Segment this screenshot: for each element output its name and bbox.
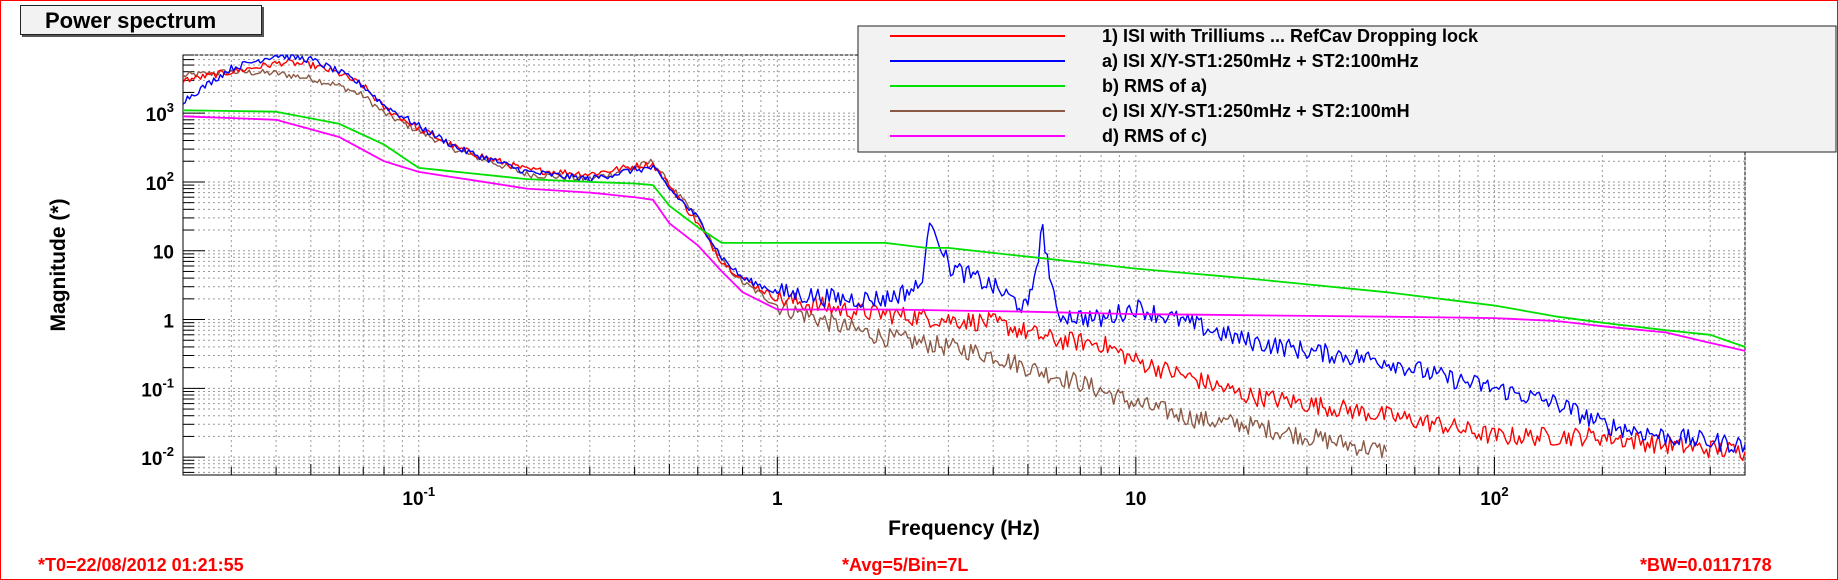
x-tick-label: 10	[1125, 489, 1146, 510]
x-axis-title: Frequency (Hz)	[888, 517, 1040, 540]
y-tick-label: 102	[146, 169, 174, 195]
legend-label: a) ISI X/Y-ST1:250mHz + ST2:100mHz	[1102, 51, 1419, 71]
legend-label: 1) ISI with Trilliums ... RefCav Droppin…	[1102, 26, 1479, 46]
t0-status: *T0=22/08/2012 01:21:55	[38, 555, 244, 575]
series-line	[182, 115, 1746, 352]
y-tick-label: 10	[153, 243, 174, 264]
x-tick-label: 102	[1480, 484, 1508, 510]
series-line	[182, 109, 1746, 348]
y-tick-label: 1	[163, 312, 174, 333]
legend-label: d) RMS of c)	[1102, 126, 1207, 146]
y-tick-exponent: -2	[162, 444, 174, 459]
y-axis-title: Magnitude (*)	[47, 199, 70, 332]
y-tick-label: 103	[146, 100, 174, 126]
y-tick-label: 10-1	[141, 375, 174, 401]
legend-label: b) RMS of a)	[1102, 76, 1207, 96]
chart-title: Power spectrum	[20, 5, 262, 35]
x-tick-exponent: -1	[424, 484, 436, 499]
x-tick-label: 10-1	[402, 484, 435, 510]
y-tick-label: 10-2	[141, 444, 174, 470]
y-tick-exponent: -1	[162, 375, 174, 390]
x-tick-label: 1	[772, 489, 783, 510]
avg-status: *Avg=5/Bin=7L	[842, 555, 969, 575]
y-tick-exponent: 2	[167, 169, 174, 184]
series-line	[182, 58, 1746, 461]
y-tick-exponent: 3	[167, 100, 174, 115]
legend: 1) ISI with Trilliums ... RefCav Droppin…	[857, 25, 1837, 153]
legend-label: c) ISI X/Y-ST1:250mHz + ST2:100mH	[1102, 101, 1410, 121]
x-tick-exponent: 2	[1501, 484, 1508, 499]
series-line	[182, 54, 1746, 453]
bw-status: *BW=0.0117178	[1640, 555, 1772, 575]
legend-box	[857, 25, 1837, 153]
